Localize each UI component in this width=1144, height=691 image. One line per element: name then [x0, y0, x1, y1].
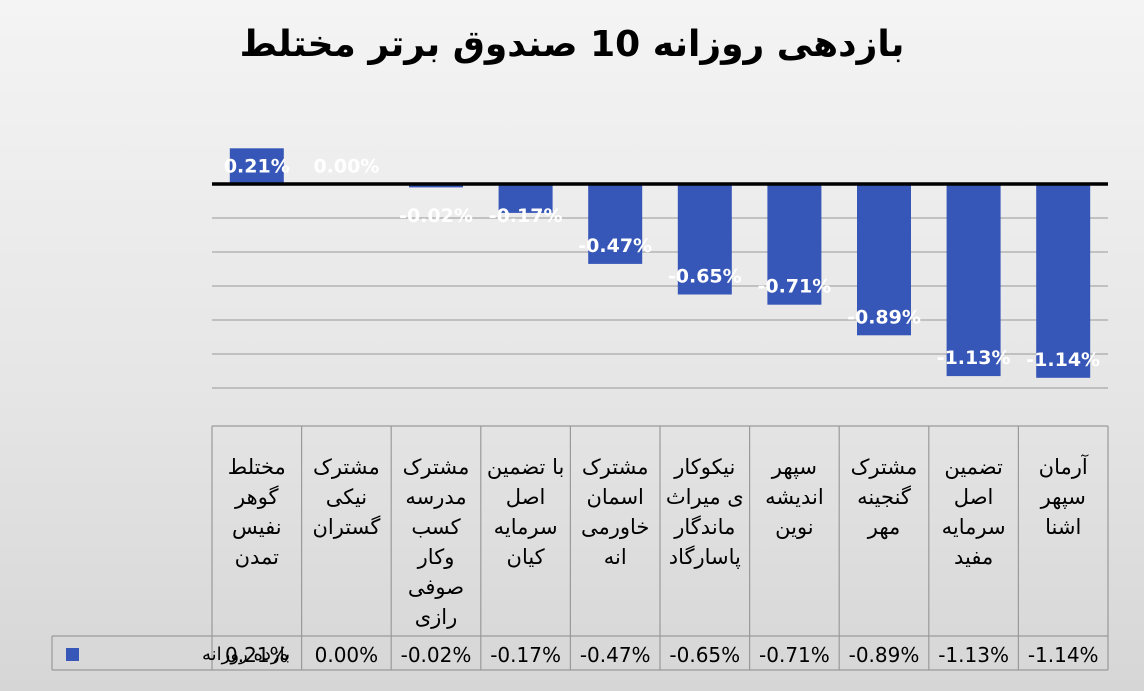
data-label: -1.13% [937, 347, 1011, 369]
bar [946, 184, 1001, 377]
category-label: رازی [415, 605, 458, 629]
category-label: ماندگار [673, 515, 735, 539]
category-label: آرمان [1039, 454, 1089, 479]
category-label: اصل [954, 485, 994, 509]
category-label: خاورمی [581, 515, 649, 539]
data-label: -0.47% [578, 235, 652, 257]
bar [677, 184, 732, 295]
data-label: -0.89% [847, 306, 921, 328]
legend-swatch [66, 648, 79, 661]
category-label: ی میراث [666, 485, 744, 509]
category-label: با تضمین [487, 455, 564, 479]
category-label: انه [604, 545, 627, 569]
table-value: -0.17% [490, 643, 561, 667]
data-label: 0.00% [313, 155, 379, 177]
category-label: گوهر [234, 485, 279, 509]
bar [498, 184, 553, 213]
table-value: -1.13% [938, 643, 1009, 667]
category-label: تضمین [944, 455, 1003, 479]
table-value: -0.02% [401, 643, 472, 667]
bar [1036, 184, 1091, 378]
category-label: نوین [775, 515, 814, 539]
table-value: 0.21% [225, 643, 289, 667]
category-label: مشترک [851, 455, 918, 479]
bar [229, 148, 284, 184]
category-label: مدرسه [405, 485, 466, 509]
category-label: مشترک [582, 455, 649, 479]
table-value: -0.65% [669, 643, 740, 667]
category-label: کیان [507, 545, 545, 569]
data-label: -0.02% [399, 205, 473, 227]
category-label: اصل [506, 485, 546, 509]
category-label: مشترک [313, 455, 380, 479]
data-label: -1.14% [1026, 349, 1100, 371]
category-label: مشترک [403, 455, 470, 479]
category-label: نیکوکار [673, 455, 735, 479]
category-label: سپهر [771, 455, 817, 479]
data-label: -0.17% [489, 205, 563, 227]
data-labels: 0.21% 0.00% -0.02% -0.17% -0.47% -0.65% -0.71%… [224, 155, 1100, 370]
category-label: اسمان [586, 485, 643, 509]
category-label: سرمایه [494, 515, 558, 539]
category-label: تمدن [235, 545, 280, 569]
bar [588, 184, 643, 264]
chart-title: بازدهی روزانه 10 صندوق برتر مختلط [239, 24, 905, 65]
data-label: -0.65% [668, 266, 742, 288]
category-label: گستران [312, 515, 380, 539]
category-label: نیکی [326, 485, 367, 509]
category-label: اندیشه [765, 485, 824, 509]
category-label: مهر [867, 515, 901, 539]
table-value: -0.71% [759, 643, 830, 667]
category-label: نفیس [232, 515, 282, 539]
bar [857, 184, 911, 336]
table-value: 0.00% [315, 643, 379, 667]
data-table: مختلط گوهر نفیس تمدن مشترک نیکی گستران مشترک مدر… [51, 425, 1109, 671]
category-label: صوفی [408, 575, 464, 599]
category-label: اشنا [1045, 515, 1081, 539]
bars [229, 148, 1091, 378]
category-label: وکار [417, 545, 455, 569]
table-value: -1.14% [1028, 643, 1099, 667]
category-label: سپهر [1040, 485, 1086, 509]
bar [767, 184, 822, 305]
category-label: مختلط [228, 455, 286, 479]
legend-series-name: بازده روزانه [202, 644, 290, 665]
table-value: -0.89% [849, 643, 920, 667]
data-label: 0.21% [224, 155, 290, 177]
table-value: -0.47% [580, 643, 651, 667]
data-label: -0.71% [757, 276, 831, 298]
category-label: گنجینه [857, 485, 911, 509]
category-label: پاسارگاد [669, 545, 741, 569]
category-label: کسب [411, 515, 460, 539]
category-label: مفید [954, 545, 993, 569]
category-label: سرمایه [942, 515, 1006, 539]
